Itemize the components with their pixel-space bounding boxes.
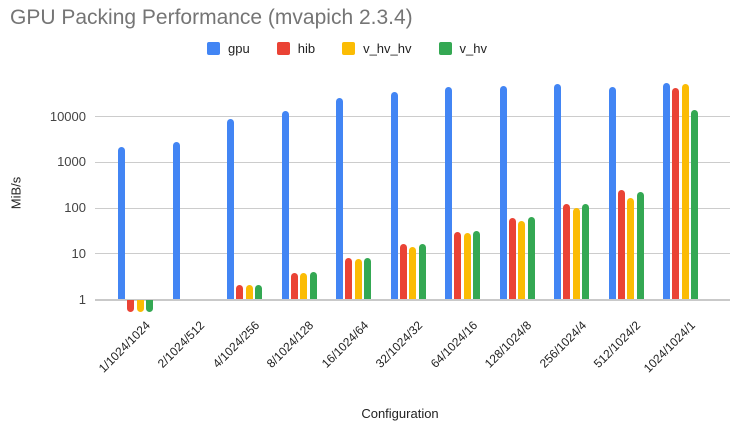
bar-v_hv_hv-512/1024/2[interactable] (627, 197, 635, 299)
legend-swatch-v_hv_hv (342, 42, 356, 55)
bar-hib-16/1024/64[interactable] (345, 258, 353, 299)
bar-v_hv_hv-1/1024/1024[interactable] (136, 300, 144, 312)
plot-area (95, 75, 730, 312)
bar-hib-1024/1024/1[interactable] (672, 87, 680, 299)
legend-label-gpu: gpu (228, 41, 250, 56)
y-tick-label-1000: 1000 (57, 154, 86, 170)
bar-v_hv-512/1024/2[interactable] (636, 191, 644, 299)
x-axis-title: Configuration (361, 406, 439, 421)
legend-swatch-gpu (207, 42, 221, 55)
bar-v_hv_hv-32/1024/32[interactable] (409, 246, 417, 299)
x-tick-label-8/1024/128: 8/1024/128 (263, 318, 317, 371)
legend-item-v_hv: v_hv (438, 41, 487, 56)
bar-gpu-2/1024/512[interactable] (172, 142, 180, 299)
bar-v_hv-1/1024/1024[interactable] (146, 300, 154, 312)
x-tick-label-64/1024/16: 64/1024/16 (427, 318, 480, 371)
chart-title: GPU Packing Performance (mvapich 2.3.4) (10, 6, 413, 29)
bar-gpu-128/1024/8[interactable] (499, 85, 507, 299)
x-tick-label-1/1024/1024: 1/1024/1024 (95, 318, 153, 376)
bar-v_hv-64/1024/16[interactable] (473, 230, 481, 299)
bar-gpu-32/1024/32[interactable] (390, 91, 398, 299)
bar-hib-64/1024/16[interactable] (454, 232, 462, 299)
bar-hib-1/1024/1024[interactable] (127, 300, 135, 312)
legend-label-hib: hib (297, 41, 316, 56)
bar-v_hv_hv-256/1024/4[interactable] (572, 207, 580, 299)
y-tick-label-10: 10 (71, 245, 86, 261)
bar-v_hv_hv-128/1024/8[interactable] (518, 220, 526, 299)
bar-gpu-4/1024/256[interactable] (227, 118, 234, 299)
bar-hib-512/1024/2[interactable] (617, 190, 625, 299)
bar-hib-32/1024/32[interactable] (399, 243, 407, 299)
bar-v_hv-4/1024/256[interactable] (255, 285, 263, 299)
x-tick-label-256/1024/4: 256/1024/4 (536, 318, 589, 371)
bar-v_hv-8/1024/128[interactable] (309, 271, 317, 299)
x-tick-label-128/1024/8: 128/1024/8 (481, 318, 535, 371)
y-tick-label-10000: 10000 (49, 108, 86, 124)
bar-v_hv-1024/1024/1[interactable] (691, 109, 699, 299)
y-axis-title: MiB/s (8, 176, 24, 210)
bar-v_hv_hv-4/1024/256[interactable] (245, 285, 253, 299)
legend-label-v_hv_hv: v_hv_hv (363, 41, 412, 56)
bar-hib-8/1024/128[interactable] (290, 273, 298, 299)
x-tick-label-4/1024/256: 4/1024/256 (209, 318, 262, 371)
bar-hib-256/1024/4[interactable] (563, 203, 571, 299)
legend-label-v_hv: v_hv (459, 41, 487, 56)
bar-gpu-8/1024/128[interactable] (281, 110, 289, 299)
bar-v_hv_hv-8/1024/128[interactable] (300, 273, 308, 299)
bar-v_hv_hv-16/1024/64[interactable] (354, 259, 362, 299)
y-tick-label-1: 1 (78, 291, 86, 307)
legend-item-v_hv_hv: v_hv_hv (342, 41, 412, 56)
y-tick-label-100: 100 (64, 200, 86, 216)
bar-gpu-1/1024/1024[interactable] (118, 146, 125, 299)
bar-gpu-512/1024/2[interactable] (608, 87, 616, 299)
bar-v_hv-128/1024/8[interactable] (527, 217, 535, 299)
bar-hib-4/1024/256[interactable] (236, 285, 244, 299)
bar-v_hv_hv-1024/1024/1[interactable] (681, 84, 689, 299)
bar-v_hv_hv-64/1024/16[interactable] (463, 232, 471, 299)
bar-v_hv-16/1024/64[interactable] (364, 258, 372, 299)
legend-swatch-hib (276, 42, 290, 55)
bar-gpu-16/1024/64[interactable] (336, 98, 343, 299)
gridline-100 (95, 207, 730, 209)
legend: gpu hib v_hv_hv v_hv (0, 41, 712, 56)
bar-v_hv-256/1024/4[interactable] (582, 203, 590, 299)
x-tick-label-32/1024/32: 32/1024/32 (372, 318, 426, 371)
gridline-10000 (95, 116, 730, 118)
bar-gpu-256/1024/4[interactable] (554, 83, 561, 299)
axis-baseline (95, 299, 730, 301)
gridline-1000 (95, 161, 730, 163)
bar-gpu-1024/1024/1[interactable] (663, 82, 670, 299)
bar-hib-128/1024/8[interactable] (508, 218, 516, 299)
x-tick-label-1024/1024/1: 1024/1024/1 (640, 318, 698, 376)
bar-v_hv-32/1024/32[interactable] (418, 243, 426, 299)
legend-item-hib: hib (276, 41, 316, 56)
x-tick-label-512/1024/2: 512/1024/2 (590, 318, 644, 371)
x-tick-label-2/1024/512: 2/1024/512 (154, 318, 208, 371)
legend-swatch-v_hv (438, 42, 452, 55)
legend-item-gpu: gpu (207, 41, 250, 56)
bar-gpu-64/1024/16[interactable] (445, 87, 452, 299)
x-tick-label-16/1024/64: 16/1024/64 (318, 318, 371, 371)
